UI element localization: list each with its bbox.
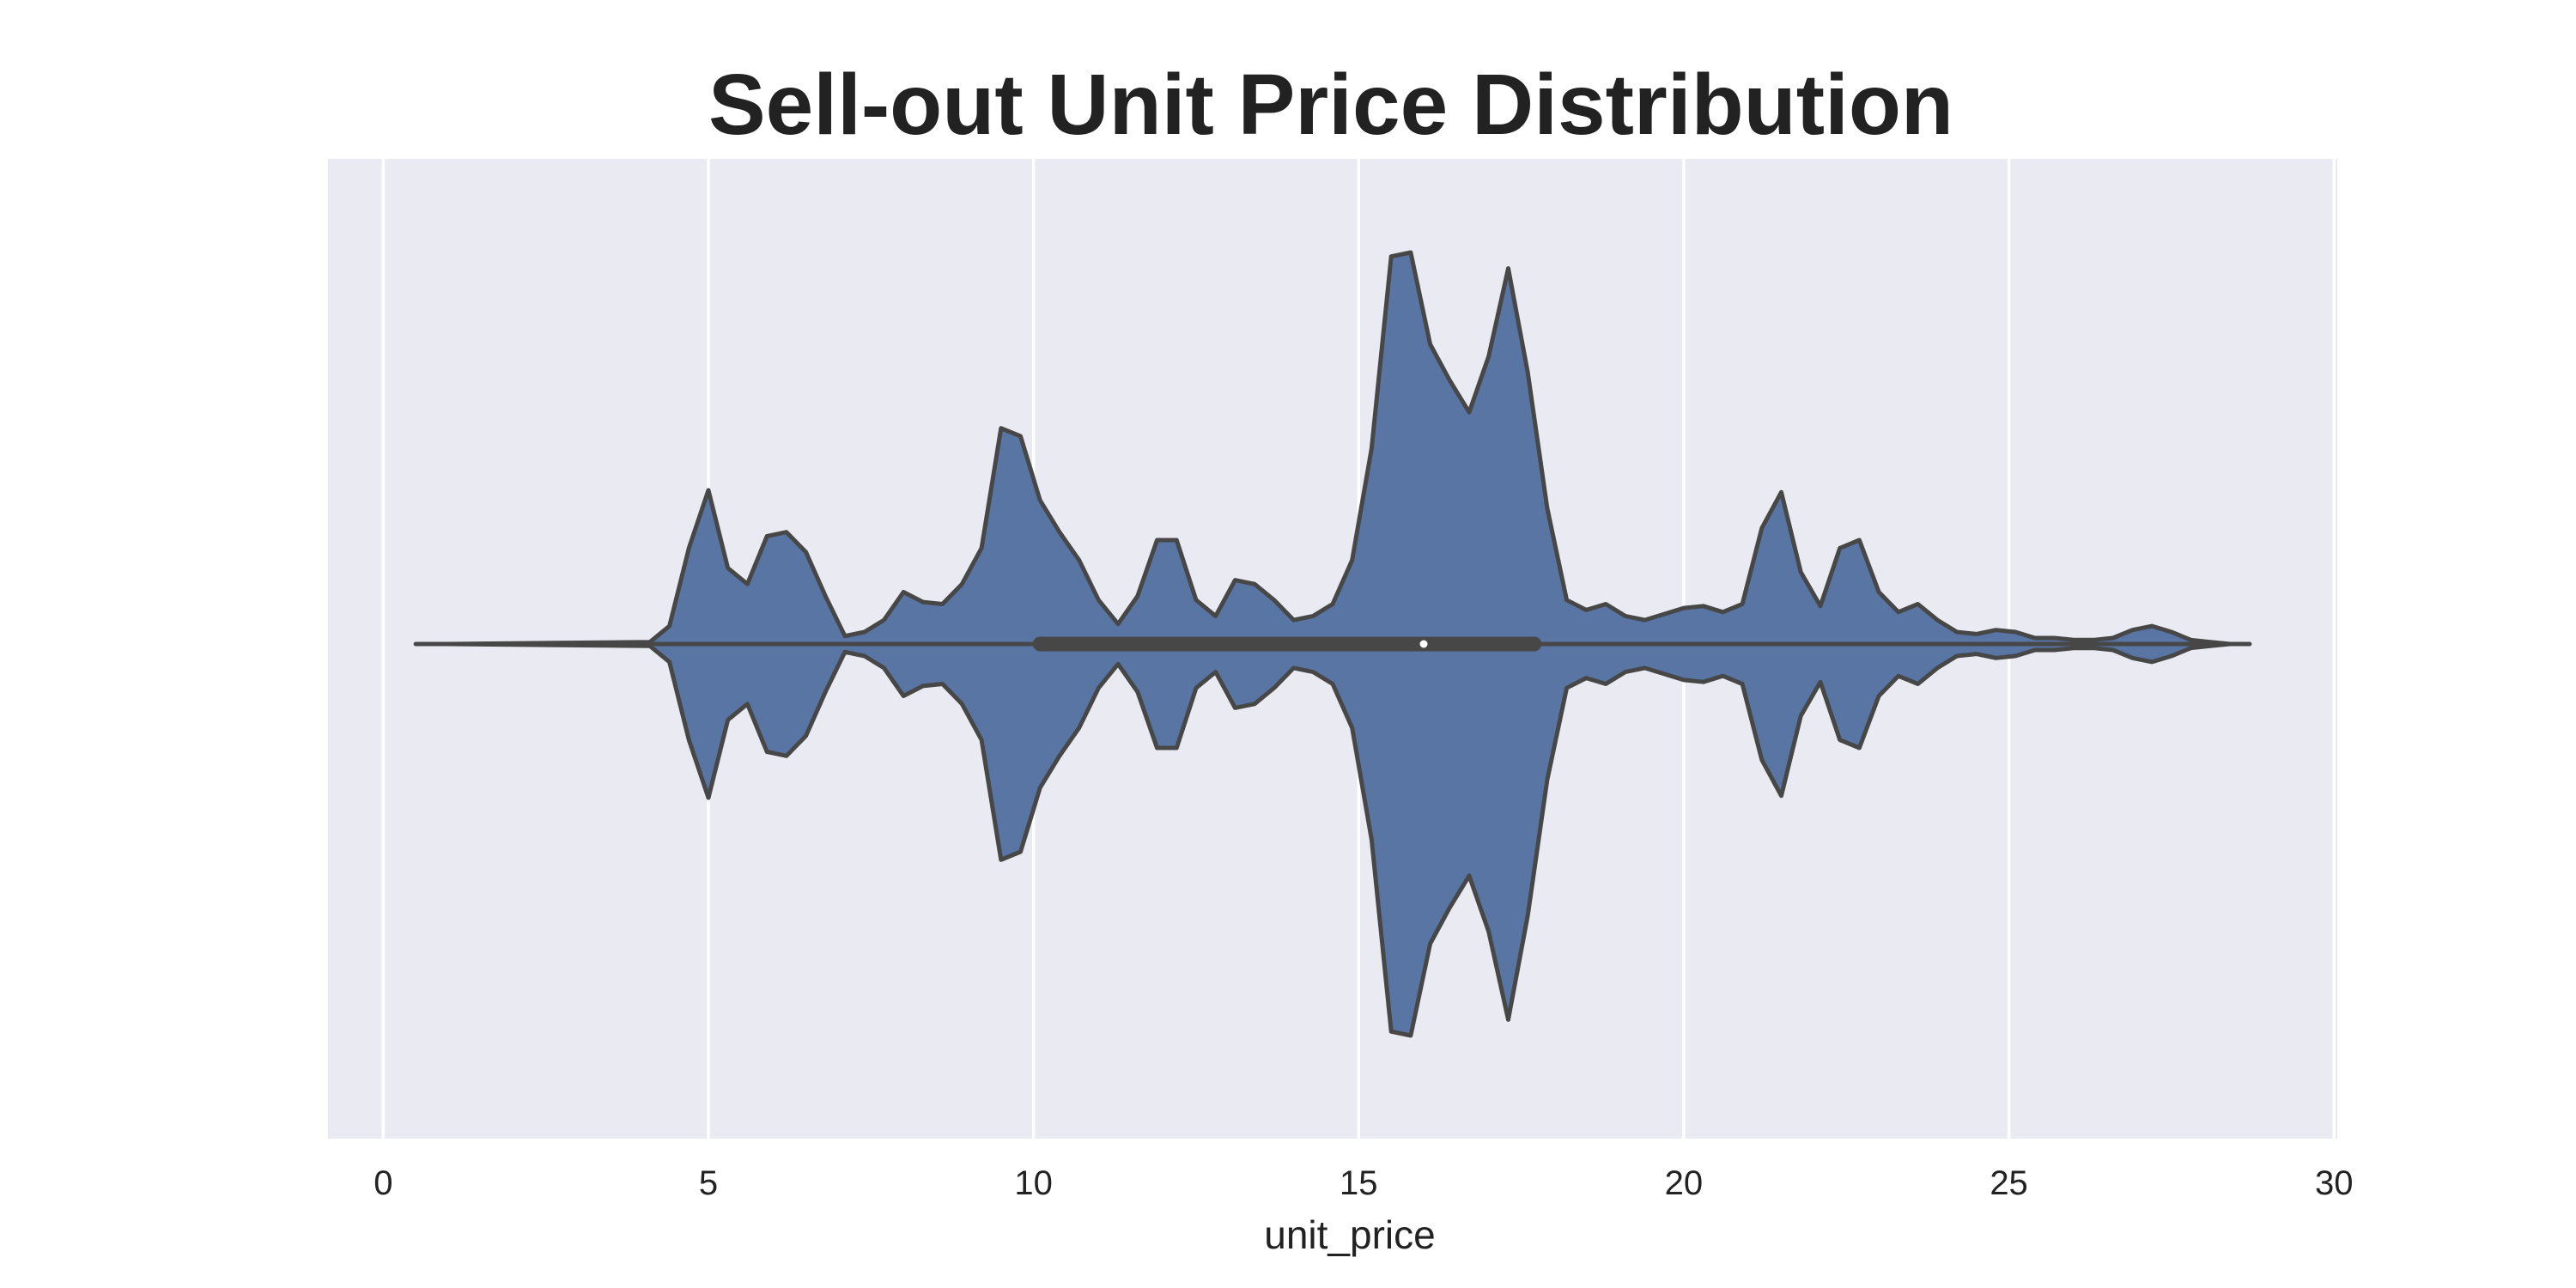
x-axis-label: unit_price bbox=[1264, 1212, 1435, 1257]
x-tick-label-20: 20 bbox=[1665, 1164, 1704, 1202]
median-marker bbox=[1420, 641, 1428, 648]
x-tick-label-15: 15 bbox=[1340, 1164, 1378, 1202]
x-tick-label-25: 25 bbox=[1990, 1164, 2028, 1202]
x-axis-ticks: 0 5 10 15 20 25 30 bbox=[374, 1164, 2353, 1202]
x-tick-label-5: 5 bbox=[699, 1164, 718, 1202]
x-tick-label-0: 0 bbox=[374, 1164, 392, 1202]
x-tick-label-30: 30 bbox=[2315, 1164, 2354, 1202]
x-tick-label-10: 10 bbox=[1014, 1164, 1053, 1202]
